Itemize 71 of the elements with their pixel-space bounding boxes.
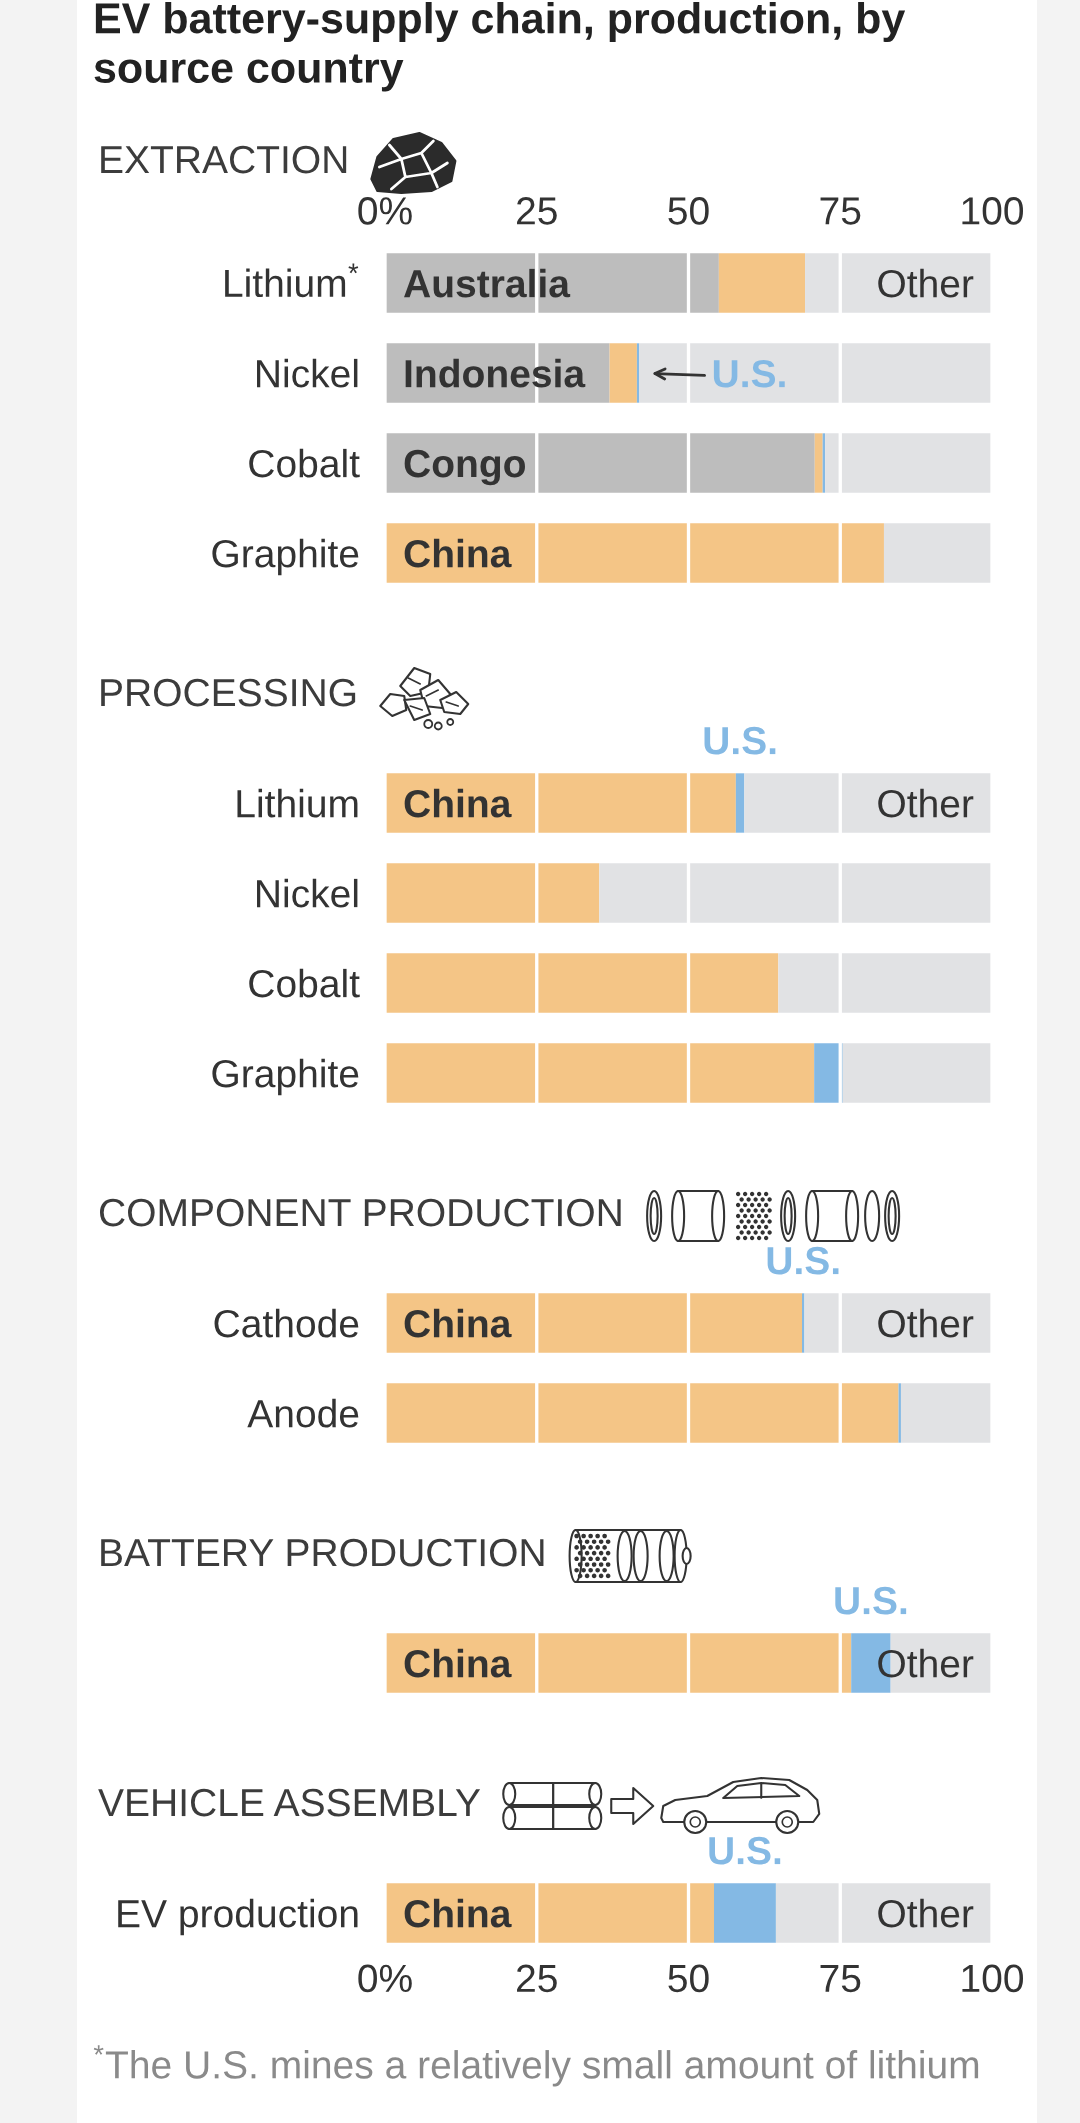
data-label: China	[404, 1308, 512, 1338]
bar	[609, 343, 637, 403]
y-tick-label: Cobalt	[249, 968, 360, 998]
data-label: China	[404, 788, 512, 818]
data-label: U.S.	[704, 726, 776, 755]
bar	[735, 773, 745, 833]
chart-title: EV battery-supply chain, production, by source country	[94, 2, 906, 92]
x-tick-label: 75	[820, 197, 861, 225]
bar	[778, 953, 992, 1013]
bar	[713, 1883, 776, 1943]
y-tick-label: Lithium	[237, 788, 358, 818]
bar	[639, 343, 992, 403]
chart-subtitle: COMPONENT PRODUCTION	[99, 1198, 621, 1227]
data-label: China	[404, 538, 512, 568]
y-tick-label: Nickel	[257, 358, 358, 388]
data-label: China	[404, 1648, 512, 1678]
y-tick-label: Cobalt	[249, 448, 360, 478]
y-tick-label: Graphite	[212, 538, 359, 576]
data-label: Australia	[404, 268, 571, 298]
data-label: Other	[878, 788, 974, 818]
bar	[385, 1383, 899, 1443]
y-tick-label: Anode	[247, 1398, 359, 1428]
x-tick-label: 50	[668, 197, 709, 225]
y-tick-label: Nickel	[257, 878, 358, 908]
data-label: Other	[878, 268, 974, 298]
data-label: Other	[878, 1308, 974, 1338]
data-label: Congo	[404, 449, 525, 486]
bar	[814, 433, 823, 493]
chart-subtitle: PROCESSING	[101, 678, 356, 707]
data-label: U.S.	[767, 1246, 839, 1275]
bar	[883, 523, 992, 583]
x-tick-label: 0%	[358, 1964, 412, 1993]
x-tick-label: 100	[962, 1964, 1024, 1993]
bar	[599, 863, 992, 923]
x-tick-label: 25	[517, 1964, 557, 1993]
bar	[385, 523, 884, 583]
bar	[385, 773, 736, 833]
y-tick-label: Lithium$^{*}$	[225, 263, 359, 298]
data-label: China	[404, 1898, 512, 1928]
data-label: Other	[878, 1648, 974, 1678]
bar	[744, 773, 992, 833]
data-label: U.S.	[713, 359, 785, 388]
bar	[805, 253, 992, 313]
y-tick-label: Cathode	[214, 1308, 359, 1338]
bar	[775, 1883, 992, 1943]
data-label: Indonesia	[405, 358, 586, 388]
bar	[385, 1293, 803, 1353]
bar	[385, 953, 779, 1013]
chart-subtitle: EXTRACTION	[101, 145, 347, 174]
bar	[718, 253, 806, 313]
bar	[814, 1043, 843, 1103]
bar	[385, 1043, 815, 1103]
data-label: U.S.	[709, 1836, 781, 1865]
bar	[385, 433, 815, 493]
bar	[900, 1383, 992, 1443]
text: $^{*}$The U.S. mines a relatively small amount of lithium	[93, 2045, 979, 2087]
y-tick-label: EV production	[118, 1898, 358, 1936]
x-tick-label: 50	[668, 1964, 709, 1993]
chart-subtitle: VEHICLE ASSEMBLY	[98, 1788, 481, 1817]
x-tick-label: 100	[962, 197, 1024, 225]
y-tick-label: Graphite	[212, 1058, 359, 1096]
data-label: Other	[878, 1898, 974, 1928]
x-tick-label: 25	[517, 197, 557, 225]
bar	[385, 863, 600, 923]
bar	[804, 1293, 992, 1353]
bar	[385, 1883, 714, 1943]
bar	[842, 1043, 992, 1103]
chart-subtitle: BATTERY PRODUCTION	[101, 1538, 544, 1567]
x-tick-label: 75	[820, 1964, 861, 1993]
bar	[825, 433, 992, 493]
data-label: U.S.	[835, 1586, 907, 1615]
